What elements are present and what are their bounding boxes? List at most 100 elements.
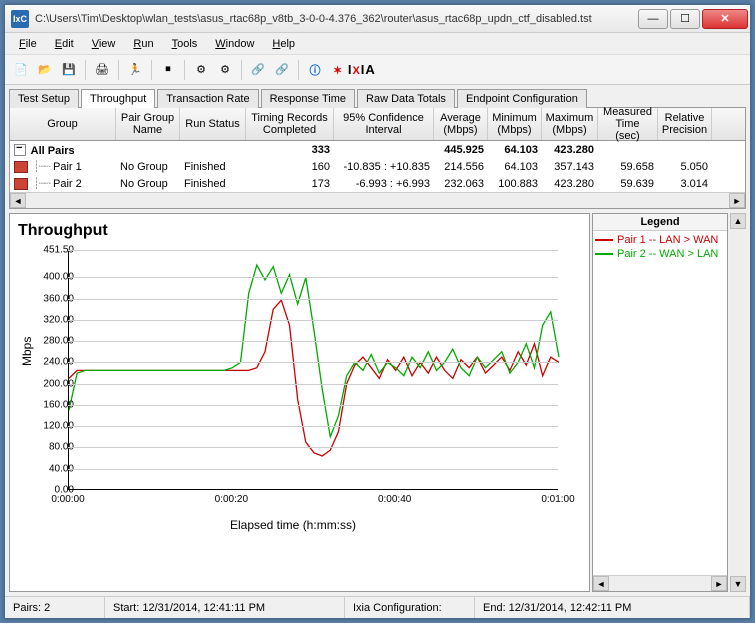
- grid-cell: 445.925: [434, 144, 488, 156]
- legend-label: Pair 2 -- WAN > LAN: [617, 248, 718, 260]
- chart-xlabel: Elapsed time (h:mm:ss): [230, 518, 356, 532]
- new-icon[interactable]: 📄: [11, 60, 31, 80]
- chart-title: Throughput: [18, 222, 581, 240]
- save-icon[interactable]: 💾: [59, 60, 79, 80]
- grid-cell: 3.014: [658, 178, 712, 190]
- run-icon[interactable]: 🏃: [125, 60, 145, 80]
- chart-lines: [69, 250, 559, 490]
- window-title: C:\Users\Tim\Desktop\wlan_tests\asus_rta…: [33, 13, 636, 25]
- grid-hscroll[interactable]: ◄ ►: [10, 192, 745, 208]
- col-header[interactable]: Pair Group Name: [116, 108, 180, 140]
- open-icon[interactable]: 📂: [35, 60, 55, 80]
- config2-icon[interactable]: ⚙: [215, 60, 235, 80]
- menu-tools[interactable]: Tools: [164, 36, 206, 52]
- legend-hscroll[interactable]: ◄ ►: [593, 575, 727, 591]
- chart-panel: Throughput Mbps Elapsed time (h:mm:ss) 0…: [9, 213, 590, 592]
- status-end: End: 12/31/2014, 12:42:11 PM: [475, 597, 750, 618]
- grid-cell: All Pairs: [10, 142, 116, 157]
- col-header[interactable]: Average (Mbps): [434, 108, 488, 140]
- scroll-right-icon[interactable]: ►: [711, 576, 727, 591]
- scroll-up-icon[interactable]: ▲: [730, 213, 746, 229]
- statusbar: Pairs: 2 Start: 12/31/2014, 12:41:11 PM …: [5, 596, 750, 618]
- tab-raw-data-totals[interactable]: Raw Data Totals: [357, 89, 455, 108]
- grid-cell: ┊┄┄ Pair 1: [10, 160, 116, 173]
- grid-cell: Finished: [180, 161, 246, 173]
- tab-transaction-rate[interactable]: Transaction Rate: [157, 89, 258, 108]
- maximize-button[interactable]: ☐: [670, 9, 700, 29]
- col-header[interactable]: Group: [10, 108, 116, 140]
- col-header[interactable]: Run Status: [180, 108, 246, 140]
- titlebar: IxC C:\Users\Tim\Desktop\wlan_tests\asus…: [5, 5, 750, 33]
- grid-data-row[interactable]: ┊┄┄ Pair 1No GroupFinished160-10.835 : +…: [10, 158, 745, 175]
- menu-window[interactable]: Window: [207, 36, 262, 52]
- col-header[interactable]: Relative Precision: [658, 108, 712, 140]
- grid-cell: -10.835 : +10.835: [334, 161, 434, 173]
- xtick-label: 0:00:20: [215, 494, 248, 505]
- tab-endpoint-configuration[interactable]: Endpoint Configuration: [457, 89, 587, 108]
- grid-cell: Finished: [180, 178, 246, 190]
- tab-throughput[interactable]: Throughput: [81, 89, 155, 108]
- menu-edit[interactable]: Edit: [47, 36, 82, 52]
- legend-panel: Legend Pair 1 -- LAN > WAN Pair 2 -- WAN …: [592, 213, 728, 592]
- grid-cell: 160: [246, 161, 334, 173]
- grid-cell: 173: [246, 178, 334, 190]
- legend-title: Legend: [593, 214, 727, 231]
- grid-cell: 59.658: [598, 161, 658, 173]
- col-header[interactable]: Timing Records Completed: [246, 108, 334, 140]
- legend-item[interactable]: Pair 2 -- WAN > LAN: [595, 247, 725, 261]
- grid-cell: 100.883: [488, 178, 542, 190]
- close-button[interactable]: ✕: [702, 9, 748, 29]
- menubar: FileEditViewRunToolsWindowHelp: [5, 33, 750, 55]
- col-header[interactable]: Maximum (Mbps): [542, 108, 598, 140]
- info-icon[interactable]: ⓘ: [305, 60, 325, 80]
- grid-header: GroupPair Group NameRun StatusTiming Rec…: [10, 108, 745, 141]
- minimize-button[interactable]: —: [638, 9, 668, 29]
- chart-plot: [68, 250, 558, 490]
- chain2-icon[interactable]: 🔗: [272, 60, 292, 80]
- print-icon[interactable]: 🖨: [92, 60, 112, 80]
- grid-cell: No Group: [116, 161, 180, 173]
- legend-swatch: [595, 253, 613, 255]
- legend-item[interactable]: Pair 1 -- LAN > WAN: [595, 233, 725, 247]
- grid-cell: 423.280: [542, 144, 598, 156]
- scroll-down-icon[interactable]: ▼: [730, 576, 746, 592]
- menu-run[interactable]: Run: [125, 36, 161, 52]
- grid-cell: 232.063: [434, 178, 488, 190]
- config-icon[interactable]: ⚙: [191, 60, 211, 80]
- grid-data-row[interactable]: ┊┄┄ Pair 2No GroupFinished173-6.993 : +6…: [10, 175, 745, 192]
- menu-file[interactable]: File: [11, 36, 45, 52]
- grid-cell: 357.143: [542, 161, 598, 173]
- col-header[interactable]: 95% Confidence Interval: [334, 108, 434, 140]
- tab-response-time[interactable]: Response Time: [261, 89, 355, 108]
- grid-cell: 59.639: [598, 178, 658, 190]
- scroll-left-icon[interactable]: ◄: [10, 193, 26, 208]
- chain-icon[interactable]: 🔗: [248, 60, 268, 80]
- col-header[interactable]: Measured Time (sec): [598, 108, 658, 140]
- grid-summary-row[interactable]: All Pairs333445.92564.103423.280: [10, 141, 745, 158]
- chart-series-line: [69, 265, 559, 437]
- col-header[interactable]: Minimum (Mbps): [488, 108, 542, 140]
- status-pairs: Pairs: 2: [5, 597, 105, 618]
- xtick-label: 0:01:00: [541, 494, 574, 505]
- grid-cell: 333: [246, 144, 334, 156]
- scroll-right-icon[interactable]: ►: [729, 193, 745, 208]
- status-start: Start: 12/31/2014, 12:41:11 PM: [105, 597, 345, 618]
- legend-vscroll[interactable]: ▲ ▼: [730, 213, 746, 592]
- chart-series-line: [69, 300, 559, 456]
- grid-cell: 5.050: [658, 161, 712, 173]
- legend-body: Pair 1 -- LAN > WAN Pair 2 -- WAN > LAN: [593, 231, 727, 575]
- grid-cell: 214.556: [434, 161, 488, 173]
- menu-help[interactable]: Help: [264, 36, 303, 52]
- menu-view[interactable]: View: [84, 36, 124, 52]
- stop-icon[interactable]: ⏹: [158, 60, 178, 80]
- legend-label: Pair 1 -- LAN > WAN: [617, 234, 718, 246]
- toolbar: 📄 📂 💾 🖨 🏃 ⏹ ⚙ ⚙ 🔗 🔗 ⓘ ✶ IXIA: [5, 55, 750, 85]
- status-ixia: Ixia Configuration:: [345, 597, 475, 618]
- xtick-label: 0:00:40: [378, 494, 411, 505]
- app-window: IxC C:\Users\Tim\Desktop\wlan_tests\asus…: [4, 4, 751, 619]
- grid-cell: -6.993 : +6.993: [334, 178, 434, 190]
- tab-test-setup[interactable]: Test Setup: [9, 89, 79, 108]
- scroll-left-icon[interactable]: ◄: [593, 576, 609, 591]
- grid-cell: No Group: [116, 178, 180, 190]
- grid-cell: 423.280: [542, 178, 598, 190]
